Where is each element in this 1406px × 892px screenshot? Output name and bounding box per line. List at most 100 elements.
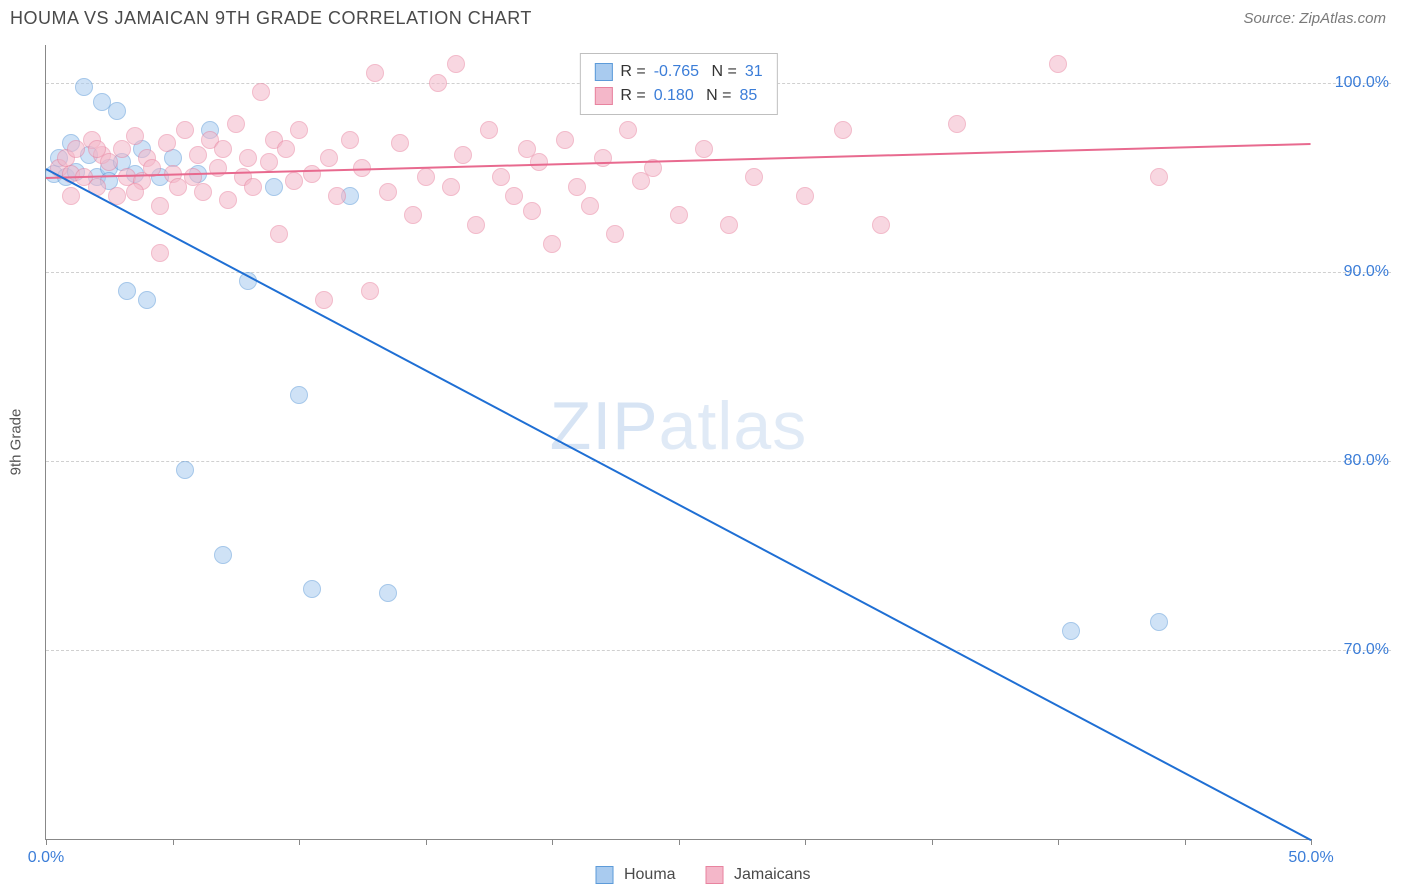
legend-r-value-jamaicans: 0.180 [654,84,694,108]
data-point [303,165,321,183]
data-point [328,187,346,205]
data-point [62,187,80,205]
x-tick [805,839,806,845]
bottom-label-houma: Houma [624,866,676,883]
legend-row-jamaicans: R = 0.180 N = 85 [594,84,762,108]
data-point [265,178,283,196]
data-point [158,134,176,152]
data-point [361,282,379,300]
watermark: ZIPatlas [550,387,807,465]
data-point [176,121,194,139]
chart-source: Source: ZipAtlas.com [1243,10,1386,27]
plot-area: ZIPatlas 70.0%80.0%90.0%100.0%0.0%50.0% [46,45,1311,839]
x-tick [299,839,300,845]
data-point [391,134,409,152]
data-point [290,386,308,404]
data-point [568,178,586,196]
x-tick [1311,839,1312,845]
data-point [227,115,245,133]
data-point [581,197,599,215]
data-point [366,64,384,82]
data-point [285,172,303,190]
bottom-legend-jamaicans: Jamaicans [706,866,811,884]
data-point [454,146,472,164]
data-point [277,140,295,158]
bottom-legend-houma: Houma [596,866,676,884]
data-point [320,149,338,167]
x-tick [1058,839,1059,845]
data-point [948,115,966,133]
y-axis-label: 9th Grade [8,409,25,476]
data-point [834,121,852,139]
data-point [118,282,136,300]
correlation-legend: R = -0.765 N = 31 R = 0.180 N = 85 [579,53,777,115]
data-point [404,206,422,224]
legend-swatch-jamaicans [594,87,612,105]
data-point [543,235,561,253]
data-point [417,168,435,186]
grid-line [46,650,1391,651]
data-point [447,55,465,73]
data-point [176,461,194,479]
x-tick [173,839,174,845]
legend-n-value-jamaicans: 85 [740,84,758,108]
data-point [523,202,541,220]
data-point [695,140,713,158]
data-point [872,216,890,234]
bottom-label-jamaicans: Jamaicans [734,866,810,883]
x-tick [426,839,427,845]
bottom-legend: Houma Jamaicans [596,866,811,884]
legend-n-label: N = [702,84,732,108]
data-point [151,197,169,215]
data-point [556,131,574,149]
data-point [194,183,212,201]
trend-line [46,168,1312,841]
data-point [379,183,397,201]
x-tick-label: 0.0% [28,849,64,867]
data-point [606,225,624,243]
data-point [594,149,612,167]
legend-r-label: R = [620,84,645,108]
data-point [341,131,359,149]
data-point [315,291,333,309]
data-point [260,153,278,171]
data-point [670,206,688,224]
data-point [467,216,485,234]
x-tick [1185,839,1186,845]
data-point [270,225,288,243]
x-tick-label: 50.0% [1288,849,1333,867]
x-tick [46,839,47,845]
data-point [720,216,738,234]
data-point [252,83,270,101]
data-point [151,244,169,262]
data-point [126,183,144,201]
data-point [126,127,144,145]
chart-title: HOUMA VS JAMAICAN 9TH GRADE CORRELATION … [10,8,532,29]
data-point [796,187,814,205]
data-point [505,187,523,205]
data-point [239,149,257,167]
data-point [75,78,93,96]
legend-swatch-houma [594,63,612,81]
data-point [189,146,207,164]
data-point [88,140,106,158]
legend-row-houma: R = -0.765 N = 31 [594,60,762,84]
data-point [303,580,321,598]
data-point [219,191,237,209]
bottom-swatch-jamaicans [706,866,724,884]
x-tick [552,839,553,845]
data-point [214,140,232,158]
y-tick-label: 100.0% [1335,74,1389,92]
data-point [530,153,548,171]
legend-r-value-houma: -0.765 [654,60,699,84]
legend-n-value-houma: 31 [745,60,763,84]
data-point [619,121,637,139]
data-point [138,291,156,309]
chart-area: ZIPatlas 70.0%80.0%90.0%100.0%0.0%50.0% … [45,45,1311,840]
data-point [1062,622,1080,640]
data-point [1150,613,1168,631]
data-point [1049,55,1067,73]
data-point [442,178,460,196]
legend-r-label: R = [620,60,645,84]
x-tick [679,839,680,845]
